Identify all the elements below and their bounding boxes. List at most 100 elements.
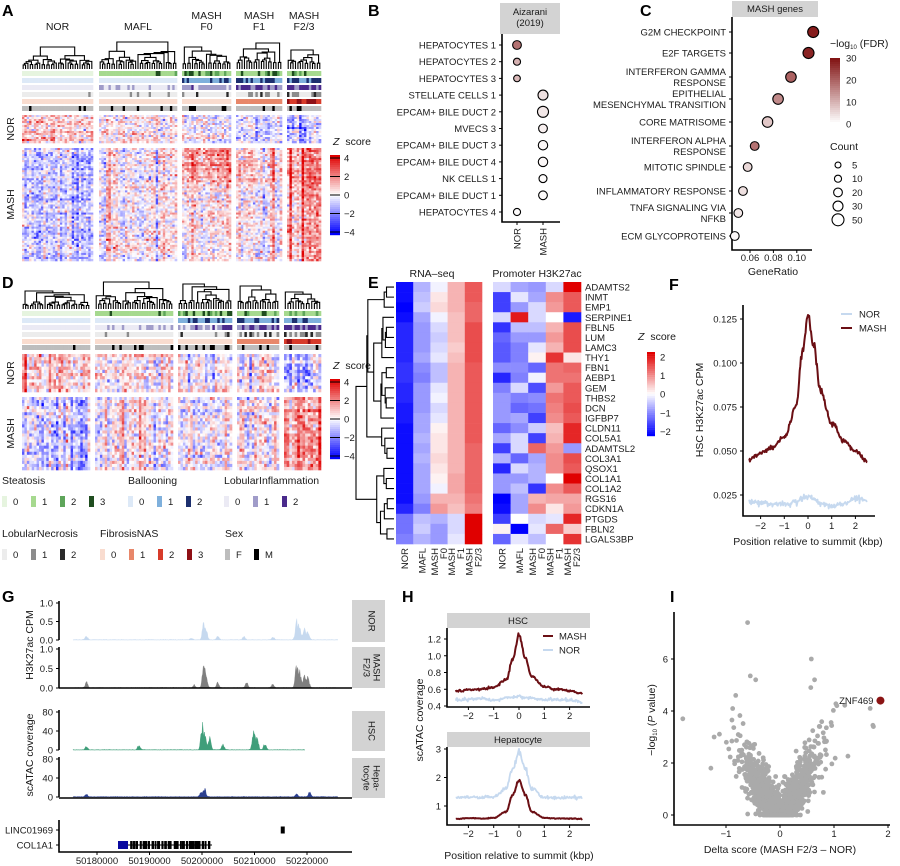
heatmap-cell — [67, 162, 70, 164]
heatmap-cell — [34, 170, 37, 172]
heatmap-cell — [76, 160, 79, 162]
heatmap-cell — [48, 211, 51, 213]
heatmap-cell — [48, 166, 51, 168]
heatmap-cell — [60, 141, 63, 143]
annotation-cell-fibrosisnas — [91, 99, 94, 104]
heatmap-cell — [36, 139, 39, 141]
heatmap-cell — [29, 135, 32, 137]
heatmap-cell — [41, 182, 44, 184]
heatmap-cell — [50, 125, 53, 127]
heatmap-cell — [84, 184, 87, 186]
heatmap-cell — [27, 125, 30, 127]
heatmap-cell — [88, 148, 91, 150]
heatmap-cell — [36, 170, 39, 172]
annotation-cell-ballooning — [39, 78, 42, 83]
annotation-cell-lobularinflammation — [43, 85, 46, 90]
heatmap-cell — [74, 166, 77, 168]
heatmap-cell — [65, 221, 68, 223]
heatmap-cell — [55, 170, 58, 172]
heatmap-cell — [65, 174, 68, 176]
heatmap-cell — [69, 133, 72, 135]
heatmap-cell — [34, 127, 37, 129]
heatmap-cell — [76, 156, 79, 158]
heatmap-cell — [36, 154, 39, 156]
heatmap-cell — [91, 119, 94, 121]
heatmap-cell — [88, 178, 91, 180]
heatmap-cell — [60, 180, 63, 182]
heatmap-cell — [43, 166, 46, 168]
heatmap-cell — [34, 172, 37, 174]
heatmap-cell — [31, 135, 34, 137]
heatmap-cell — [88, 205, 91, 207]
heatmap-cell — [55, 215, 58, 217]
heatmap-cell — [29, 168, 32, 170]
heatmap-cell — [41, 200, 44, 202]
heatmap-cell — [50, 182, 53, 184]
annotation-cell-steatosis — [48, 71, 51, 76]
heatmap-cell — [41, 131, 44, 133]
annotation-cell-steatosis — [27, 71, 30, 76]
heatmap-cell — [88, 184, 91, 186]
heatmap-cell — [48, 121, 51, 123]
heatmap-cell — [76, 131, 79, 133]
heatmap-cell — [62, 217, 65, 219]
heatmap-cell — [46, 194, 49, 196]
heatmap-cell — [46, 141, 49, 143]
heatmap-cell — [74, 164, 77, 166]
annotation-cell-steatosis — [76, 71, 79, 76]
heatmap-cell — [53, 148, 56, 150]
heatmap-cell — [91, 162, 94, 164]
heatmap-cell — [88, 137, 91, 139]
annotation-cell-lobularinflammation — [72, 85, 75, 90]
heatmap-cell — [72, 152, 75, 154]
heatmap-cell — [39, 137, 42, 139]
heatmap-cell — [91, 176, 94, 178]
heatmap-cell — [60, 139, 63, 141]
heatmap-cell — [55, 190, 58, 192]
heatmap-cell — [31, 221, 34, 223]
heatmap-cell — [36, 123, 39, 125]
heatmap-cell — [91, 174, 94, 176]
heatmap-cell — [43, 209, 46, 211]
heatmap-cell — [43, 207, 46, 209]
heatmap-cell — [48, 123, 51, 125]
heatmap-cell — [41, 198, 44, 200]
heatmap-cell — [76, 158, 79, 160]
heatmap-cell — [27, 215, 30, 217]
heatmap-cell — [58, 213, 61, 215]
heatmap-cell — [84, 158, 87, 160]
heatmap-cell — [79, 156, 82, 158]
heatmap-cell — [69, 168, 72, 170]
dendrogram-branch — [53, 63, 57, 69]
heatmap-cell — [27, 164, 30, 166]
heatmap-cell — [48, 200, 51, 202]
heatmap-cell — [36, 180, 39, 182]
heatmap-cell — [72, 139, 75, 141]
annotation-cell-steatosis — [29, 71, 32, 76]
annotation-cell-ballooning — [69, 78, 72, 83]
heatmap-cell — [67, 184, 70, 186]
annotation-cell-sex — [76, 106, 79, 111]
annotation-cell-ballooning — [88, 78, 91, 83]
heatmap-cell — [69, 198, 72, 200]
dendrogram-branch — [23, 65, 25, 69]
heatmap-cell — [86, 184, 89, 186]
heatmap-cell — [65, 117, 68, 119]
heatmap-cell — [36, 158, 39, 160]
heatmap-cell — [41, 174, 44, 176]
heatmap-cell — [84, 119, 87, 121]
heatmap-cell — [34, 180, 37, 182]
heatmap-cell — [29, 160, 32, 162]
heatmap-cell — [81, 127, 84, 129]
heatmap-cell — [31, 174, 34, 176]
heatmap-cell — [81, 182, 84, 184]
heatmap-cell — [50, 198, 53, 200]
heatmap-cell — [86, 217, 89, 219]
heatmap-cell — [50, 194, 53, 196]
heatmap-cell — [22, 192, 25, 194]
heatmap-cell — [86, 192, 89, 194]
heatmap-cell — [76, 188, 79, 190]
heatmap-cell — [81, 170, 84, 172]
heatmap-cell — [88, 133, 91, 135]
heatmap-cell — [27, 200, 30, 202]
